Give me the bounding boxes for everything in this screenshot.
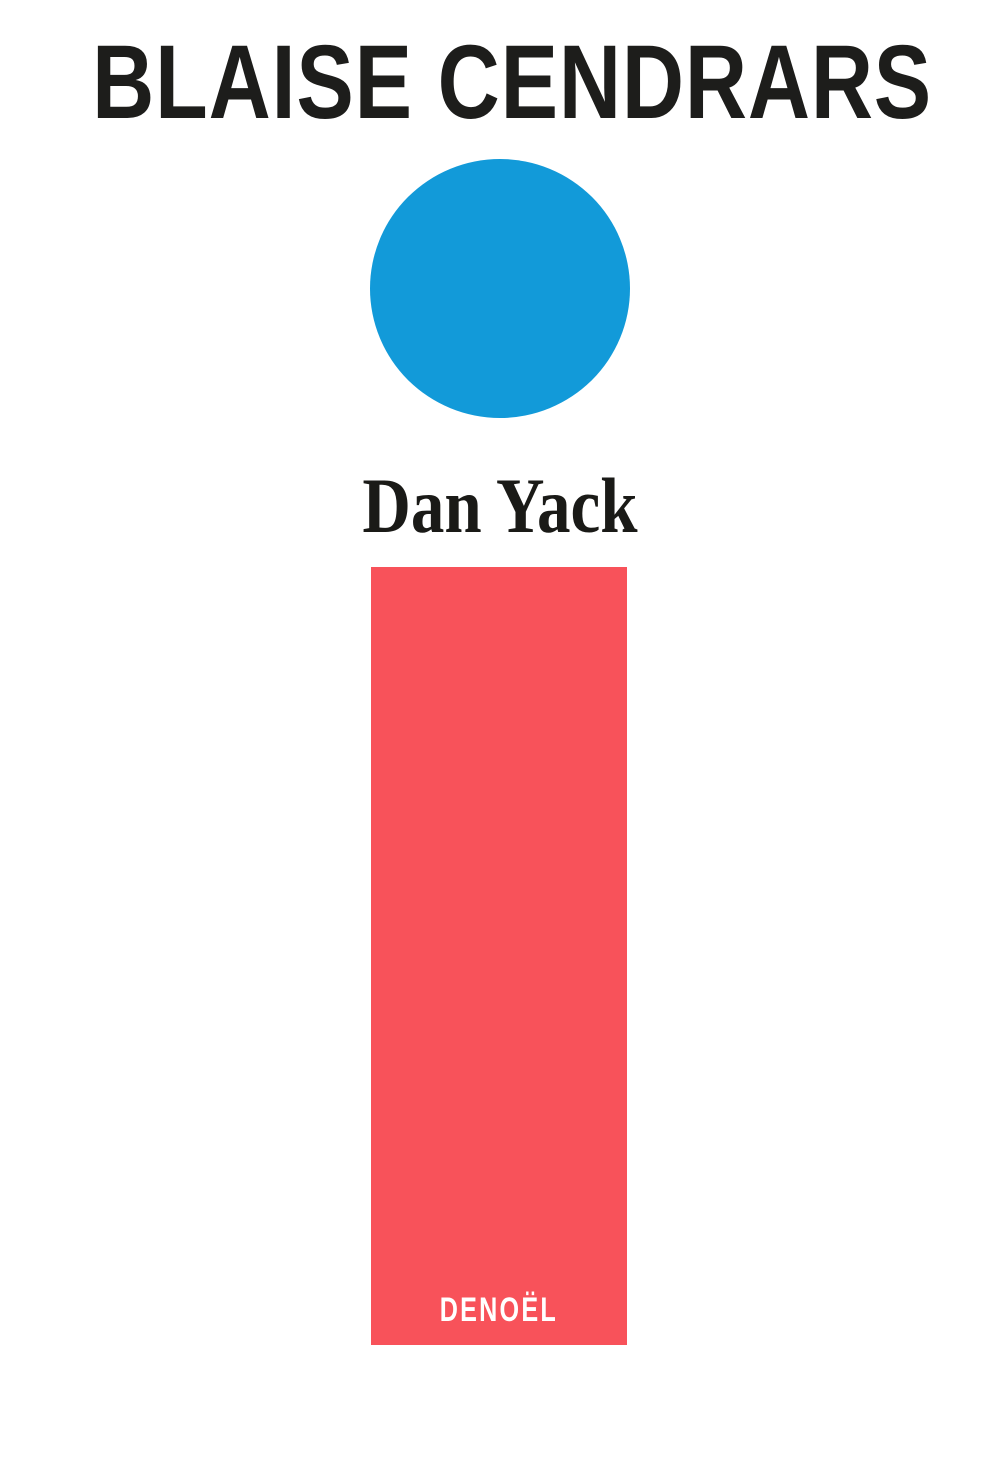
author-name: BLAISE CENDRARS <box>0 30 1000 135</box>
publisher-logo: DENOËL <box>371 1293 627 1327</box>
publisher-name-text: DENOËL <box>439 1291 559 1329</box>
book-title: Dan Yack <box>0 467 1000 545</box>
author-name-text: BLAISE CENDRARS <box>92 24 933 141</box>
book-title-text: Dan Yack <box>362 462 638 549</box>
blue-circle-graphic <box>370 159 630 418</box>
red-rectangle-graphic: DENOËL <box>371 567 627 1345</box>
